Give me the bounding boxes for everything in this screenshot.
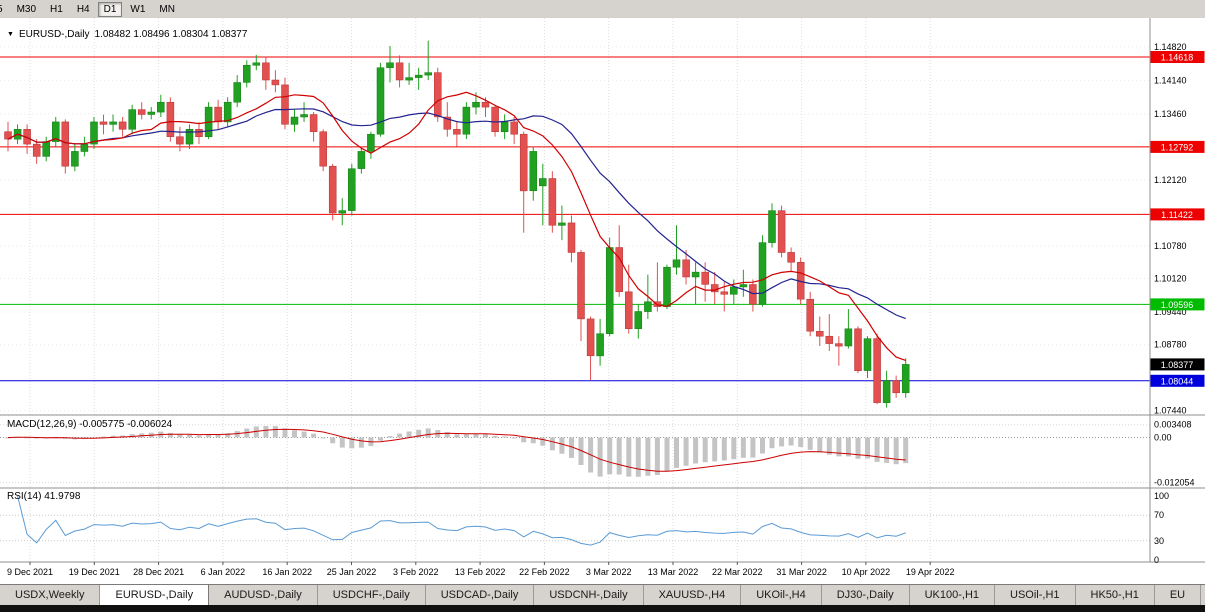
svg-text:9 Dec 2021: 9 Dec 2021 (7, 567, 53, 577)
symbol-dropdown-arrow-icon[interactable]: ▼ (7, 30, 14, 38)
svg-text:3 Mar 2022: 3 Mar 2022 (586, 567, 632, 577)
svg-text:1.08377: 1.08377 (1161, 360, 1194, 370)
chart-tab-eurusd-daily[interactable]: EURUSD-,Daily (100, 585, 210, 606)
candles-layer (4, 40, 910, 408)
svg-text:19 Apr 2022: 19 Apr 2022 (906, 567, 955, 577)
timeframe-button-5[interactable]: 5 (0, 2, 9, 17)
svg-text:1.09596: 1.09596 (1161, 300, 1194, 310)
level-price-tag: 1.09596 (1150, 298, 1205, 311)
svg-text:1.10120: 1.10120 (1154, 274, 1187, 284)
svg-text:3 Feb 2022: 3 Feb 2022 (393, 567, 439, 577)
svg-text:28 Dec 2021: 28 Dec 2021 (133, 567, 184, 577)
svg-text:0.003408: 0.003408 (1154, 420, 1192, 430)
svg-text:1.14618: 1.14618 (1161, 53, 1194, 63)
timeframe-button-h4[interactable]: H4 (71, 2, 96, 17)
timeframe-button-m30[interactable]: M30 (11, 2, 42, 17)
svg-text:1.13460: 1.13460 (1154, 109, 1187, 119)
level-price-tag: 1.12792 (1150, 140, 1205, 153)
chart-tab-usoil-h1[interactable]: USOil-,H1 (995, 585, 1076, 606)
svg-text:1.14820: 1.14820 (1154, 42, 1187, 52)
macd-indicator-label: MACD(12,26,9) -0.005775 -0.006024 (7, 419, 173, 430)
svg-text:1.11422: 1.11422 (1161, 210, 1193, 220)
price-chart-canvas[interactable]: 1.14820 1.14140 1.13460 1.12120 1.10780 1.101… (0, 18, 1205, 584)
svg-text:0.00: 0.00 (1154, 433, 1172, 443)
svg-text:1.14140: 1.14140 (1154, 76, 1187, 86)
chart-area[interactable]: 1.14820 1.14140 1.13460 1.12120 1.10780 1.101… (0, 18, 1205, 584)
svg-text:6 Jan 2022: 6 Jan 2022 (201, 567, 246, 577)
level-price-tag: 1.14618 (1150, 51, 1205, 63)
svg-text:1.12792: 1.12792 (1161, 142, 1194, 152)
chart-tab-dj30-daily[interactable]: DJ30-,Daily (821, 585, 910, 606)
svg-text:13 Mar 2022: 13 Mar 2022 (648, 567, 699, 577)
svg-text:-0.012054: -0.012054 (1154, 478, 1195, 488)
chart-tab-hk50-h1[interactable]: HK50-,H1 (1075, 585, 1155, 606)
axes-layer: 1.14820 1.14140 1.13460 1.12120 1.10780 1.101… (0, 18, 1205, 577)
svg-text:1.09440: 1.09440 (1154, 307, 1187, 317)
chart-tab-usdcnh-daily[interactable]: USDCNH-,Daily (534, 585, 644, 606)
level-price-tag: 1.11422 (1150, 208, 1205, 221)
svg-text:16 Jan 2022: 16 Jan 2022 (262, 567, 312, 577)
svg-text:1.12120: 1.12120 (1154, 175, 1187, 185)
chart-symbol-header: ▼ EURUSD-,Daily 1.08482 1.08496 1.08304 … (7, 29, 247, 40)
timeframe-button-d1[interactable]: D1 (97, 1, 123, 17)
svg-text:100: 100 (1154, 491, 1169, 501)
moving-averages-layer (7, 91, 906, 361)
svg-text:13 Feb 2022: 13 Feb 2022 (455, 567, 506, 577)
chart-tab-uk100-h1[interactable]: UK100-,H1 (909, 585, 996, 606)
svg-text:19 Dec 2021: 19 Dec 2021 (69, 567, 120, 577)
chart-tab-audusd-daily[interactable]: AUDUSD-,Daily (209, 585, 318, 606)
grid-layer (0, 18, 1150, 562)
svg-text:31 Mar 2022: 31 Mar 2022 (776, 567, 827, 577)
svg-text:1.10780: 1.10780 (1154, 241, 1187, 251)
chart-symbol-label: EURUSD-,Daily (18, 29, 90, 40)
level-price-tag: 1.08044 (1150, 374, 1205, 387)
chart-tab-usdchf-daily[interactable]: USDCHF-,Daily (317, 585, 426, 606)
svg-text:25 Jan 2022: 25 Jan 2022 (327, 567, 377, 577)
indicator-panes-layer (0, 424, 1150, 546)
timeframe-button-mn[interactable]: MN (153, 2, 181, 17)
chart-tab-usdcad-daily[interactable]: USDCAD-,Daily (425, 585, 535, 606)
horizontal-levels-layer (0, 56, 1150, 382)
chart-tab-ukoil-h4[interactable]: UKOil-,H4 (741, 585, 822, 606)
timeframe-button-w1[interactable]: W1 (124, 2, 151, 17)
chart-tab-eu[interactable]: EU (1154, 585, 1202, 606)
svg-text:0: 0 (1154, 555, 1159, 565)
timeframe-toolbar: 5M30H1H4D1W1MN (0, 0, 1205, 19)
svg-text:22 Feb 2022: 22 Feb 2022 (519, 567, 570, 577)
svg-text:10 Apr 2022: 10 Apr 2022 (842, 567, 891, 577)
window-bottom-edge (0, 605, 1205, 612)
chart-ohlc-quote: 1.08482 1.08496 1.08304 1.08377 (94, 29, 248, 40)
chart-tab-usdx-weekly[interactable]: USDX,Weekly (0, 585, 101, 606)
timeframe-button-h1[interactable]: H1 (44, 2, 69, 17)
svg-text:1.08044: 1.08044 (1161, 376, 1194, 386)
chart-tab-xauusd-h4[interactable]: XAUUSD-,H4 (643, 585, 742, 606)
current-price-tag: 1.08377 (1150, 358, 1205, 371)
svg-text:70: 70 (1154, 510, 1164, 520)
svg-text:1.08780: 1.08780 (1154, 340, 1187, 350)
svg-text:30: 30 (1154, 536, 1164, 546)
svg-text:22 Mar 2022: 22 Mar 2022 (712, 567, 763, 577)
svg-text:1.07440: 1.07440 (1154, 406, 1187, 416)
chart-tab-bar: USDX,Weekly EURUSD-,Daily AUDUSD-,Daily USD… (0, 584, 1205, 606)
rsi-indicator-label: RSI(14) 41.9798 (7, 491, 81, 502)
